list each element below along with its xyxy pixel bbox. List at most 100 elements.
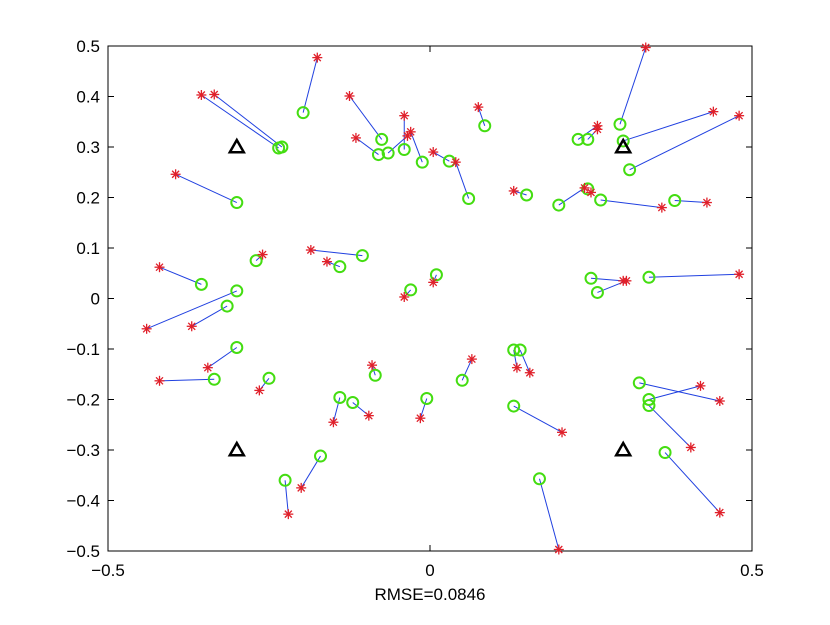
estimate-marker — [272, 141, 286, 155]
estimate-marker — [397, 143, 411, 157]
error-line — [159, 378, 215, 382]
estimate-marker — [462, 192, 476, 206]
y-tick-label: 0.2 — [76, 189, 100, 208]
estimate-marker — [571, 132, 585, 146]
y-tick-label: −0.5 — [66, 542, 100, 561]
error-line — [201, 94, 279, 149]
true-position-marker — [312, 52, 323, 63]
error-line — [213, 94, 283, 148]
true-position-marker — [305, 245, 316, 256]
error-line — [519, 349, 531, 373]
true-position-marker — [321, 256, 332, 267]
true-position-marker — [734, 110, 745, 121]
estimate-marker — [404, 283, 418, 297]
estimate-marker — [584, 271, 598, 285]
estimate-marker — [420, 391, 434, 405]
estimate-marker — [415, 155, 429, 169]
error-line — [664, 452, 721, 513]
estimate-marker — [581, 132, 595, 146]
error-line — [191, 305, 228, 327]
estimate-marker — [581, 182, 595, 196]
anchor-triangle — [227, 440, 246, 457]
x-axis-label: RMSE=0.0846 — [374, 585, 485, 604]
axis-ticks — [107, 45, 753, 552]
true-position-marker — [508, 185, 519, 196]
true-position-marker — [714, 396, 725, 407]
y-tick-label: 0.3 — [76, 138, 100, 157]
estimate-marker — [613, 117, 627, 131]
true-position-marker — [511, 362, 522, 373]
true-position-marker — [656, 202, 667, 213]
true-position-marker — [428, 277, 439, 288]
error-line — [477, 106, 486, 126]
estimate-marker — [333, 260, 347, 274]
estimate-marker — [381, 146, 395, 160]
true-position-marker — [405, 126, 416, 137]
error-line — [302, 57, 318, 113]
anchor-triangle — [614, 137, 633, 154]
point-markers — [141, 42, 745, 555]
error-line — [600, 199, 662, 209]
estimate-marker — [455, 373, 469, 387]
estimate-marker — [220, 299, 234, 313]
true-position-marker — [685, 442, 696, 453]
estimate-marker — [623, 163, 637, 177]
y-tick-label: 0.1 — [76, 239, 100, 258]
estimate-marker — [532, 472, 546, 486]
true-position-marker — [415, 413, 426, 424]
error-line — [175, 173, 238, 204]
error-line — [349, 95, 383, 140]
true-position-marker — [708, 106, 719, 117]
true-position-marker — [621, 275, 632, 286]
true-position-marker — [734, 269, 745, 280]
true-position-marker — [586, 187, 596, 198]
y-tick-label: 0.4 — [76, 88, 100, 107]
error-line — [146, 290, 237, 330]
estimate-marker — [478, 119, 492, 133]
true-position-marker — [154, 262, 165, 273]
estimate-marker — [520, 188, 534, 202]
anchor-markers — [227, 137, 633, 457]
estimate-marker — [355, 249, 369, 263]
true-position-marker — [202, 362, 213, 373]
true-position-marker — [363, 410, 374, 421]
true-position-marker — [695, 380, 706, 391]
estimate-marker — [507, 343, 521, 357]
y-tick-label: −0.3 — [66, 441, 100, 460]
true-position-marker — [466, 354, 477, 365]
true-position-marker — [592, 124, 603, 135]
estimate-marker — [658, 446, 672, 460]
true-position-marker — [579, 182, 590, 193]
error-line — [619, 47, 647, 125]
true-position-marker — [714, 507, 725, 518]
true-position-marker — [701, 197, 712, 208]
error-line — [432, 151, 450, 162]
error-line — [513, 190, 527, 196]
true-position-marker — [257, 249, 268, 260]
true-position-marker — [296, 482, 307, 493]
estimate-marker — [642, 270, 656, 284]
estimate-marker — [230, 196, 244, 210]
estimate-marker — [314, 449, 328, 463]
true-position-marker — [283, 509, 294, 520]
x-tick-label: −0.5 — [91, 561, 125, 580]
error-line — [648, 405, 692, 448]
error-line — [639, 382, 720, 402]
error-line — [538, 478, 560, 550]
estimate-marker — [594, 193, 608, 207]
estimate-marker — [616, 134, 630, 148]
estimate-marker — [368, 368, 382, 382]
true-position-marker — [399, 291, 410, 302]
error-line — [577, 125, 598, 140]
tick-labels: −0.5 0 0.5 −0.5 −0.4 −0.3 −0.2 −0.1 0 0.1 0.2 0.3 0.… — [66, 37, 763, 580]
error-line — [326, 261, 341, 268]
true-position-marker — [524, 367, 535, 378]
error-line — [648, 385, 701, 400]
x-tick-label: 0 — [425, 561, 434, 580]
true-position-marker — [344, 90, 355, 101]
estimate-marker — [207, 372, 221, 386]
error-line — [648, 273, 740, 278]
error-line — [513, 405, 563, 433]
estimate-marker — [249, 254, 263, 268]
